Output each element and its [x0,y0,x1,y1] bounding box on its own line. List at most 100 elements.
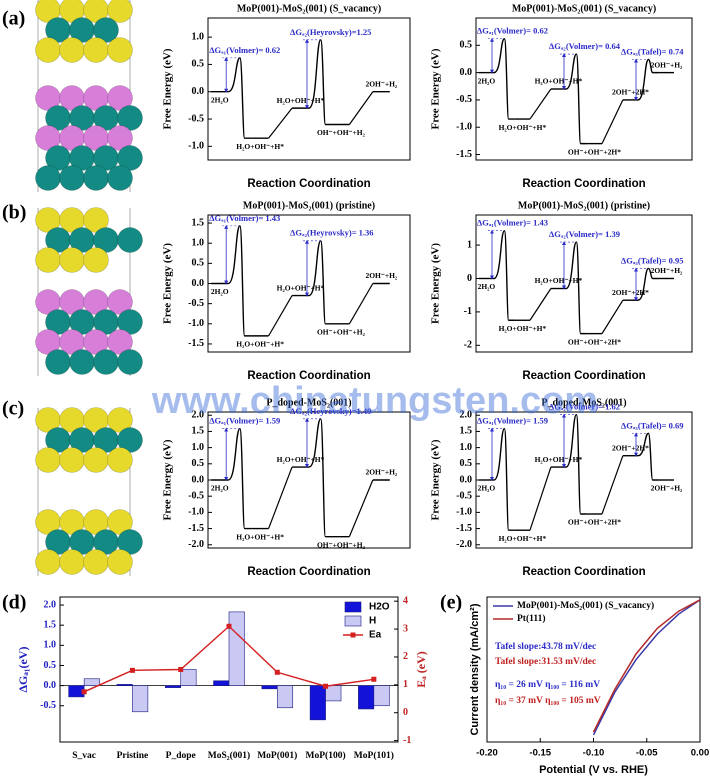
barrier-label: ΔGₐ₁(Volmer)= 1.43 [209,213,280,223]
atom [107,447,133,473]
y-tick-label: -2.0 [188,539,204,550]
barrier [637,432,659,481]
chart-title: MoP(001)-MoS₂(001) (pristine) [243,200,375,211]
state-label: 2H₂O [211,287,229,296]
legend-swatch [344,615,362,627]
state-label: 2OH⁻+H₂ [365,271,397,280]
state-label: H₂O+OH⁻+H* [236,340,284,349]
y2-tick-label: 1 [403,679,408,690]
barrier [493,38,515,120]
state-label: OH⁻+OH⁻+H₂ [317,540,366,549]
x-tick-label: 0.00 [691,748,710,759]
atom [83,549,109,575]
x-tick-label: MoP(101) [354,750,394,761]
atom [69,349,95,375]
bar [132,685,149,713]
y-tick-label: -1.0 [456,122,472,133]
y-tick-label: -1.5 [188,523,204,534]
plot-frame [207,17,411,161]
bar [373,685,390,707]
atom [107,37,133,63]
state-label: H₂O+OH⁻+H* [535,455,583,464]
y-tick-label: 1.0 [192,31,205,42]
panel-label: (e) [440,592,462,614]
ea-marker [274,669,280,675]
y-axis-label: Free Energy (eV) [162,439,174,520]
atom [83,165,109,191]
y-tick-label: -1.0 [188,507,204,518]
y-tick-label: 1.5 [44,619,57,630]
connector [348,283,374,325]
atom [107,0,133,23]
x-tick-label: MoP(100) [306,750,346,761]
bar [164,685,182,688]
atom [59,549,85,575]
y-tick-label: 2.0 [460,410,473,421]
atom [45,349,71,375]
state-label: H₂O+OH⁻+H* [499,534,547,543]
connector [601,99,624,144]
x-tick-label: -0.10 [583,748,605,759]
atom [107,165,133,191]
y-tick-label: 0.5 [192,59,205,70]
atom [93,349,119,375]
connector [348,91,374,125]
x-tick-label: P_dope [166,751,196,761]
current-curve [592,599,700,733]
state-label: H₂O+OH⁻+H* [236,142,284,151]
y-axis-label: Free Energy (eV) [162,243,174,324]
barrier [493,427,515,531]
y-tick-label: 1.5 [460,426,473,437]
y-axis-label: Free Energy (eV) [430,48,442,129]
y-axis-label: Current density (mA/cm²) [469,603,481,735]
y-axis-label: Free Energy (eV) [430,439,442,520]
connector [601,455,624,515]
atom [35,549,61,575]
y-tick-label: 0.0 [192,278,205,289]
y-tick-label: 1.0 [44,640,57,651]
barrier-label: ΔGₐ₂(Volmer)= 1.39 [549,229,620,239]
state-label: H₂O+OH⁻+H* [277,283,325,292]
barrier-label: ΔGₐ₁(Volmer)= 0.62 [209,45,280,55]
ea-marker [129,667,135,673]
ea-marker [371,676,377,682]
panel-label: (d) [2,592,26,614]
y-tick-label: 1.5 [192,217,205,228]
state-label: H₂O+OH⁻+H* [236,532,284,541]
barrier-label: ΔGₐ₁(Volmer)= 1.43 [477,218,548,228]
barrier-label: ΔGₐ₃(Tafel)= 0.69 [621,420,684,430]
y2-tick-label: 0 [403,707,408,718]
barrier-label: ΔGₐ₃(Tafel)= 0.95 [621,255,684,265]
y-tick-label: -0.5 [456,490,472,501]
atomic-structure [35,207,143,376]
y-tick-label: 0.0 [192,86,205,97]
y-tick-label: 2.0 [192,410,205,421]
bar [83,678,100,686]
y-axis-label: Free Energy (eV) [162,48,174,129]
y-tick-label: -0.5 [188,113,204,124]
atom [107,549,133,575]
x-tick-label: S_vac [72,751,96,761]
y-tick-label: -0.5 [188,298,204,309]
y-tick-label: -2 [464,340,472,351]
current-curve [592,599,700,736]
bar [180,669,197,686]
y-tick-label: 1.0 [460,442,473,453]
barrier [565,241,587,335]
y-tick-label: 0.5 [460,40,473,51]
barrier [227,57,252,139]
state-label: 2H₂O [478,76,496,85]
chart-title: MoP(001)-MoS₂(001) (S_vacancy) [512,3,656,14]
x-axis-label: Reaction Coordination [247,566,370,578]
chart-title: MoP(001)-MoS₂(001) (pristine) [518,200,650,211]
barrier-label: ΔGₐ₁(Volmer)= 1.59 [477,415,548,425]
annotation: Tafel slope:31.53 mV/dec [495,657,596,667]
bar [358,685,375,710]
x-tick-label: MoP(001) [257,750,297,761]
state-label: H₂O+OH⁻+H* [499,324,547,333]
x-tick-label: Pristine [117,751,149,761]
barrier [637,58,659,101]
y-tick-label: 1.0 [192,238,205,249]
bar [116,684,133,686]
panel-label: (a) [2,8,25,30]
